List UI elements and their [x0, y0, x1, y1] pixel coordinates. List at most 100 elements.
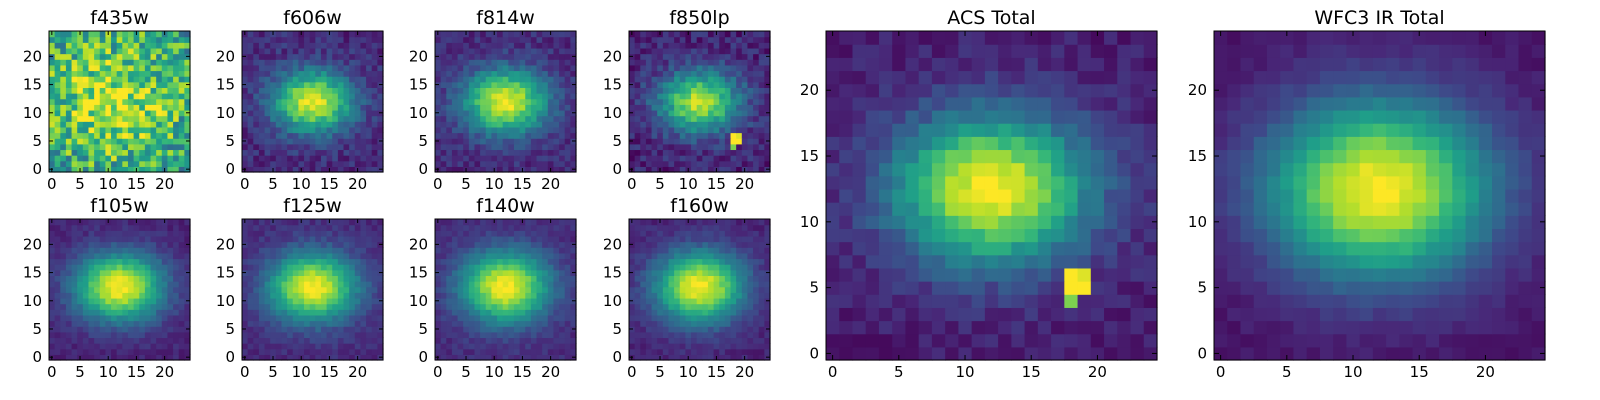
- heatmap-cell: [366, 166, 373, 173]
- heatmap-cell: [133, 314, 140, 322]
- heatmap-cell: [485, 64, 492, 72]
- heatmap-cell: [156, 286, 163, 293]
- heatmap-cell: [49, 303, 56, 310]
- heatmap-cell: [366, 286, 373, 293]
- heatmap-cell: [94, 326, 101, 333]
- heatmap-cell: [156, 93, 163, 100]
- heatmap-cell: [435, 337, 442, 344]
- heatmap-cell: [242, 149, 249, 156]
- heatmap-cell: [105, 64, 112, 72]
- heatmap-cell: [49, 93, 56, 100]
- heatmap-cell: [144, 343, 152, 350]
- heatmap-cell: [480, 138, 487, 145]
- heatmap-cell: [457, 314, 464, 322]
- heatmap-cell: [730, 143, 737, 151]
- heatmap-cell: [88, 87, 95, 94]
- heatmap-cell: [332, 70, 339, 77]
- heatmap-cell: [371, 166, 378, 173]
- heatmap-cell: [707, 121, 715, 128]
- heatmap-cell: [553, 235, 560, 243]
- heatmap-cell: [525, 252, 532, 260]
- heatmap-cell: [116, 36, 123, 43]
- heatmap-cell: [270, 337, 277, 344]
- heatmap-cell: [519, 303, 526, 310]
- heatmap-cell: [304, 331, 311, 339]
- heatmap-cell: [326, 230, 333, 237]
- heatmap-cell: [736, 98, 743, 105]
- heatmap-cell: [264, 337, 271, 344]
- heatmap-cell: [184, 303, 191, 310]
- heatmap-cell: [343, 326, 350, 333]
- heatmap-cell: [736, 81, 743, 88]
- heatmap-cell: [629, 115, 636, 122]
- heatmap-cell: [133, 87, 140, 94]
- heatmap-cell: [371, 331, 378, 339]
- heatmap-cell: [474, 36, 481, 43]
- heatmap-cell: [662, 343, 670, 350]
- heatmap-cell: [474, 166, 481, 173]
- heatmap-cell: [315, 264, 322, 271]
- heatmap-cell: [253, 160, 260, 167]
- heatmap-cell: [736, 132, 743, 139]
- heatmap-cell: [71, 264, 78, 271]
- heatmap-cell: [753, 286, 760, 293]
- heatmap-cell: [530, 36, 538, 43]
- heatmap-cell: [685, 87, 692, 94]
- heatmap-cell: [116, 121, 123, 128]
- heatmap-cell: [691, 275, 698, 282]
- heatmap-cell: [691, 53, 698, 60]
- heatmap-cell: [60, 337, 67, 344]
- heatmap-cell: [508, 303, 515, 310]
- heatmap-cell: [463, 224, 470, 231]
- heatmap-cell: [651, 331, 658, 339]
- heatmap-cell: [264, 126, 271, 134]
- heatmap-cell: [508, 121, 515, 128]
- heatmap-cell: [247, 70, 254, 77]
- heatmap-cell: [320, 258, 328, 265]
- heatmap-cell: [315, 87, 322, 94]
- heatmap-cell: [377, 98, 384, 105]
- heatmap-cell: [309, 42, 316, 49]
- heatmap-cell: [292, 143, 299, 151]
- heatmap-cell: [696, 320, 703, 327]
- heatmap-cell: [679, 354, 686, 361]
- heatmap-cell: [82, 292, 90, 299]
- heatmap-cell: [349, 138, 356, 145]
- heatmap-cell: [264, 343, 271, 350]
- heatmap-cell: [570, 343, 577, 350]
- heatmap-cell: [679, 87, 686, 94]
- heatmap-cell: [679, 53, 686, 60]
- heatmap-cell: [270, 326, 277, 333]
- heatmap-cell: [468, 155, 476, 162]
- heatmap-cell: [570, 337, 577, 344]
- heatmap-cell: [366, 126, 373, 134]
- heatmap-cell: [542, 224, 549, 231]
- heatmap-cell: [446, 264, 453, 271]
- heatmap-cell: [122, 115, 129, 122]
- heatmap-cell: [332, 132, 339, 139]
- heatmap-cell: [679, 348, 686, 355]
- heatmap-cell: [258, 132, 266, 139]
- heatmap-cell: [457, 281, 464, 288]
- heatmap-cell: [736, 286, 743, 293]
- heatmap-cell: [161, 331, 169, 339]
- heatmap-cell: [371, 348, 378, 355]
- heatmap-cell: [634, 320, 641, 327]
- heatmap-cell: [167, 219, 174, 226]
- heatmap-cell: [440, 292, 447, 299]
- heatmap-cell: [564, 98, 571, 105]
- heatmap-cell: [105, 314, 112, 322]
- heatmap-cell: [730, 104, 737, 111]
- heatmap-cell: [651, 166, 658, 173]
- heatmap-cell: [49, 281, 56, 288]
- heatmap-cell: [559, 331, 566, 339]
- heatmap-cell: [337, 309, 345, 316]
- heatmap-cell: [366, 320, 373, 327]
- heatmap-cell: [315, 36, 322, 43]
- heatmap-cell: [707, 354, 715, 361]
- heatmap-cell: [764, 149, 771, 156]
- heatmap-cell: [242, 70, 249, 77]
- heatmap-cell: [275, 331, 283, 339]
- heatmap-cell: [332, 98, 339, 105]
- heatmap-cell: [451, 230, 459, 237]
